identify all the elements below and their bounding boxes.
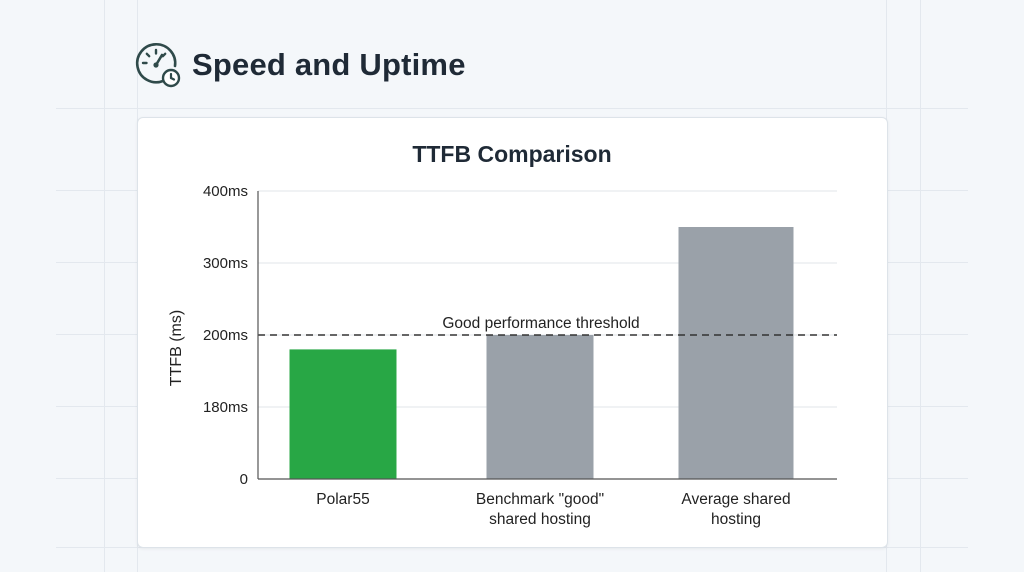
- x-tick-label: Average shared: [681, 491, 790, 508]
- bar: [678, 227, 794, 479]
- background-gridline: [920, 0, 921, 572]
- bar: [486, 335, 594, 479]
- y-tick-label: 200ms: [203, 327, 248, 344]
- y-tick-label: 400ms: [203, 183, 248, 200]
- speedometer-clock-icon: [135, 42, 181, 88]
- threshold-label: Good performance threshold: [442, 315, 639, 332]
- x-tick-label: hosting: [711, 511, 761, 528]
- section-title: Speed and Uptime: [192, 47, 466, 82]
- bar: [289, 349, 397, 479]
- ttfb-bar-chart: TTFB Comparison TTFB (ms) Good performan…: [168, 141, 837, 528]
- y-tick-label: 300ms: [203, 255, 248, 272]
- y-tick-label: 180ms: [203, 399, 248, 416]
- x-tick-label: shared hosting: [489, 511, 591, 528]
- chart-card: TTFB Comparison TTFB (ms) Good performan…: [137, 117, 888, 548]
- section-header: Speed and Uptime: [134, 40, 466, 90]
- background-gridline: [56, 108, 968, 109]
- chart-title: TTFB Comparison: [412, 141, 611, 167]
- y-tick-label: 0: [240, 471, 248, 488]
- y-axis-label: TTFB (ms): [168, 310, 185, 386]
- x-tick-label: Polar55: [316, 491, 369, 508]
- background-gridline: [104, 0, 105, 572]
- x-tick-label: Benchmark "good": [476, 491, 604, 508]
